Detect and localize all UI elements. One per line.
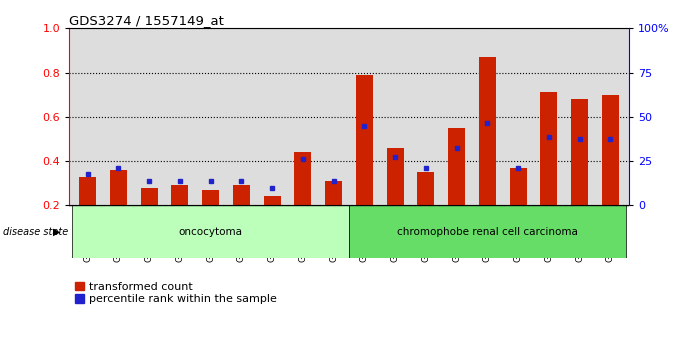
Text: oncocytoma: oncocytoma bbox=[178, 227, 243, 237]
Bar bbox=[417, 172, 435, 205]
Bar bbox=[356, 75, 372, 205]
Bar bbox=[325, 181, 342, 205]
Bar bbox=[540, 92, 558, 205]
Text: ▶: ▶ bbox=[53, 227, 61, 237]
Bar bbox=[448, 128, 465, 205]
Text: GDS3274 / 1557149_at: GDS3274 / 1557149_at bbox=[69, 14, 224, 27]
Bar bbox=[349, 205, 626, 258]
Text: chromophobe renal cell carcinoma: chromophobe renal cell carcinoma bbox=[397, 227, 578, 237]
Bar bbox=[110, 170, 126, 205]
Bar bbox=[233, 185, 249, 205]
Bar bbox=[171, 185, 188, 205]
Bar bbox=[294, 152, 311, 205]
Text: disease state: disease state bbox=[3, 227, 68, 237]
Bar bbox=[510, 168, 527, 205]
Bar bbox=[263, 196, 281, 205]
Bar bbox=[72, 205, 349, 258]
Bar bbox=[602, 95, 619, 205]
Bar bbox=[140, 188, 158, 205]
Bar bbox=[571, 99, 588, 205]
Bar bbox=[202, 190, 219, 205]
Bar bbox=[387, 148, 404, 205]
Bar bbox=[79, 177, 96, 205]
Bar bbox=[479, 57, 496, 205]
Legend: transformed count, percentile rank within the sample: transformed count, percentile rank withi… bbox=[75, 282, 277, 304]
